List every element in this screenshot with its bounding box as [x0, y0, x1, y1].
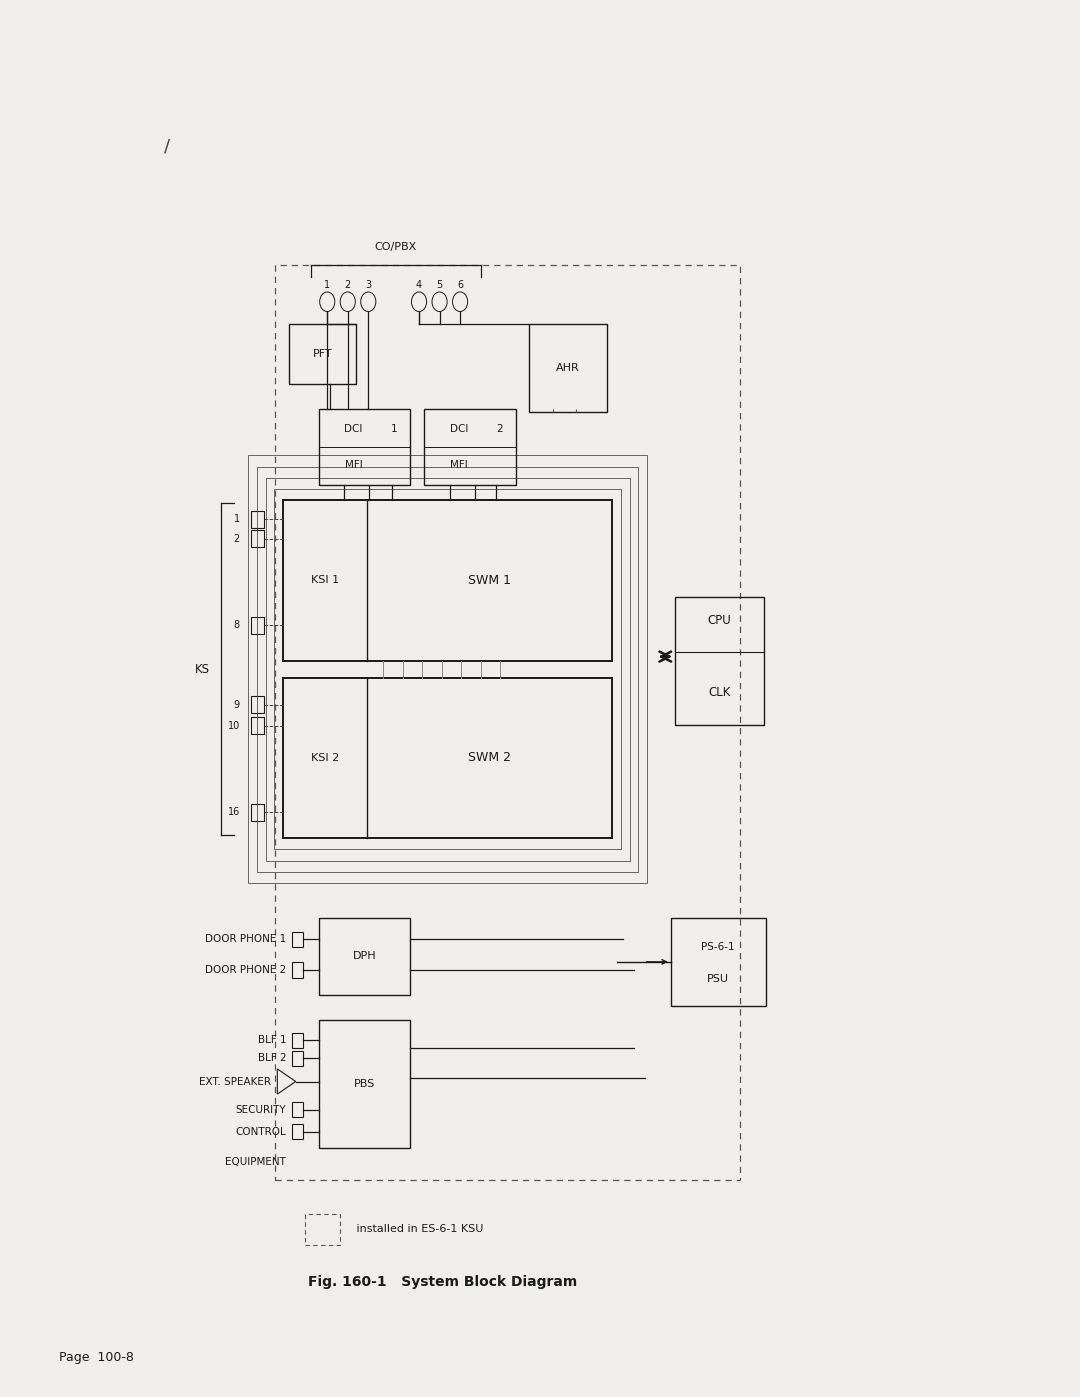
Text: BLF 2: BLF 2	[257, 1053, 286, 1063]
Text: SECURITY: SECURITY	[235, 1105, 286, 1115]
Text: DOOR PHONE 2: DOOR PHONE 2	[205, 965, 286, 975]
Text: 1: 1	[233, 514, 240, 524]
Text: CLK: CLK	[708, 686, 730, 700]
Text: EQUIPMENT: EQUIPMENT	[226, 1157, 286, 1168]
Text: KSI 1: KSI 1	[311, 576, 339, 585]
Text: 2: 2	[345, 279, 351, 291]
Bar	[248, 455, 647, 883]
Text: BLF 1: BLF 1	[257, 1035, 286, 1045]
Text: PSU: PSU	[707, 975, 729, 985]
Bar	[305, 1214, 340, 1245]
Text: 2: 2	[233, 534, 240, 543]
Bar	[424, 409, 516, 485]
Text: 1: 1	[324, 279, 330, 291]
Text: MFI: MFI	[345, 460, 363, 471]
Text: CONTROL: CONTROL	[235, 1126, 286, 1137]
Text: DCI: DCI	[345, 423, 363, 434]
Bar	[251, 511, 264, 528]
Bar	[251, 697, 264, 714]
Bar	[251, 531, 264, 548]
Text: SWM 1: SWM 1	[469, 574, 511, 587]
Text: PBS: PBS	[354, 1078, 375, 1090]
Text: DPH: DPH	[353, 951, 376, 961]
Text: CO/PBX: CO/PBX	[375, 242, 417, 253]
Text: KSI 2: KSI 2	[311, 753, 339, 763]
Bar	[251, 718, 264, 735]
Bar	[289, 324, 356, 384]
Bar	[292, 1051, 303, 1066]
Text: MFI: MFI	[450, 460, 469, 471]
Bar	[251, 617, 264, 634]
Bar	[283, 678, 612, 838]
Text: EXT. SPEAKER: EXT. SPEAKER	[199, 1077, 271, 1087]
Text: installed in ES-6-1 KSU: installed in ES-6-1 KSU	[346, 1224, 483, 1235]
Text: Fig. 160-1   System Block Diagram: Fig. 160-1 System Block Diagram	[308, 1275, 578, 1289]
Bar	[319, 409, 410, 485]
Text: 10: 10	[228, 721, 240, 731]
Text: SWM 2: SWM 2	[469, 752, 511, 764]
Bar	[319, 918, 410, 995]
Text: 5: 5	[436, 279, 443, 291]
Bar	[671, 918, 766, 1006]
Bar	[292, 1032, 303, 1048]
Text: 8: 8	[233, 620, 240, 630]
Text: 6: 6	[457, 279, 463, 291]
Text: 3: 3	[365, 279, 372, 291]
Bar	[529, 324, 607, 412]
Bar	[283, 500, 612, 661]
Text: AHR: AHR	[556, 363, 580, 373]
Bar	[319, 1020, 410, 1148]
Bar	[251, 805, 264, 821]
Text: 2: 2	[497, 423, 503, 434]
Bar	[275, 265, 740, 1180]
Bar	[266, 478, 630, 861]
Text: 1: 1	[391, 423, 397, 434]
Text: DOOR PHONE 1: DOOR PHONE 1	[205, 935, 286, 944]
Text: KS: KS	[194, 662, 210, 676]
Text: 9: 9	[233, 700, 240, 710]
Text: DCI: DCI	[450, 423, 469, 434]
Text: Page  100-8: Page 100-8	[59, 1351, 134, 1365]
Bar	[292, 1102, 303, 1118]
Bar	[292, 963, 303, 978]
Bar	[675, 597, 764, 725]
Text: 4: 4	[416, 279, 422, 291]
Bar	[257, 467, 638, 872]
Text: PFT: PFT	[313, 349, 333, 359]
Text: CPU: CPU	[707, 613, 731, 627]
Text: 16: 16	[228, 807, 240, 817]
Text: PS-6-1: PS-6-1	[701, 942, 735, 951]
Bar	[292, 1125, 303, 1140]
Bar	[292, 932, 303, 947]
Text: /: /	[164, 138, 171, 155]
Bar	[274, 489, 621, 849]
